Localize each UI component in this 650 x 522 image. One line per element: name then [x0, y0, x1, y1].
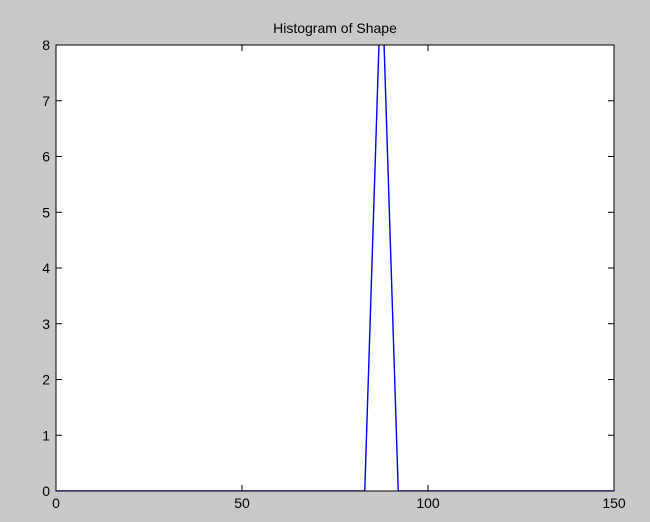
- x-tick-label-1: 50: [234, 495, 250, 511]
- axes-background: [56, 45, 614, 491]
- y-tick-label-7: 7: [42, 93, 50, 109]
- x-tick-label-2: 100: [416, 495, 440, 511]
- x-tick-label-3: 150: [602, 495, 626, 511]
- y-tick-label-1: 1: [42, 427, 50, 443]
- y-tick-label-6: 6: [42, 149, 50, 165]
- chart-title: Histogram of Shape: [273, 20, 397, 36]
- y-tick-label-2: 2: [42, 372, 50, 388]
- ticks-layer: 0 50 100 150 0 1 2 3 4 5 6 7 8: [42, 37, 626, 511]
- y-tick-label-3: 3: [42, 316, 50, 332]
- y-tick-label-4: 4: [42, 260, 50, 276]
- y-tick-label-0: 0: [42, 483, 50, 499]
- x-tick-label-0: 0: [52, 495, 60, 511]
- y-tick-label-8: 8: [42, 37, 50, 53]
- y-tick-label-5: 5: [42, 204, 50, 220]
